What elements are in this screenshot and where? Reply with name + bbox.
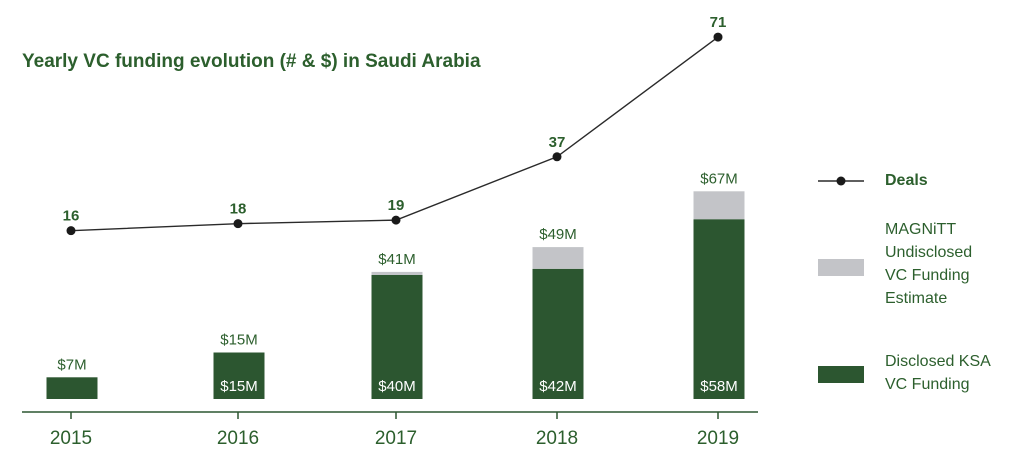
deals-point xyxy=(552,152,562,162)
bar-inner-label: $42M xyxy=(539,378,577,395)
legend-disclosed-label: Disclosed KSA VC Funding xyxy=(885,353,990,393)
legend-deals-label: Deals xyxy=(885,172,928,189)
deals-label: 18 xyxy=(230,201,247,218)
bar-disclosed xyxy=(46,377,98,399)
bar-inner-label: $15M xyxy=(220,378,258,395)
legend-disclosed: Disclosed KSA VC Funding xyxy=(818,348,1018,398)
legend-undisclosed-label: MAGNiTT Undisclosed VC Funding Estimate xyxy=(885,221,973,307)
deals-label: 37 xyxy=(549,134,566,151)
bar-disclosed xyxy=(213,352,265,399)
bar-inner-label: $58M xyxy=(700,378,738,395)
bar-total-label: $41M xyxy=(378,251,416,268)
x-tick-label: 2018 xyxy=(536,428,578,449)
bar-total-label: $67M xyxy=(700,170,738,187)
bar-total-label: $49M xyxy=(539,226,577,243)
x-tick-label: 2019 xyxy=(697,428,739,449)
x-tick-label: 2017 xyxy=(375,428,417,449)
deals-point xyxy=(233,219,243,229)
deals-point xyxy=(66,226,76,236)
legend-disclosed-swatch xyxy=(818,366,864,383)
deals-point xyxy=(713,32,723,42)
legend-undisclosed-swatch xyxy=(818,259,864,276)
x-tick-label: 2016 xyxy=(217,428,259,449)
bar-undisclosed xyxy=(532,247,584,269)
bar-total-label: $15M xyxy=(220,332,258,349)
bar-disclosed xyxy=(371,275,423,399)
bar-disclosed xyxy=(693,219,745,399)
x-tick-label: 2015 xyxy=(50,428,92,449)
legend-deals: Deals xyxy=(818,168,1018,194)
plot-area: 2015 2016 2017 2018 2019 $7M $15M $15M $40M $41M $… xyxy=(22,14,758,449)
bar-total-label: $7M xyxy=(57,356,86,373)
bar-undisclosed xyxy=(693,191,745,220)
deals-point xyxy=(391,215,401,225)
legend-undisclosed: MAGNiTT Undisclosed VC Funding Estimate xyxy=(818,216,1018,316)
chart-title: Yearly VC funding evolution (# & $) in S… xyxy=(22,51,481,72)
deals-label: 19 xyxy=(388,197,405,214)
bar-inner-label: $40M xyxy=(378,378,416,395)
bar-undisclosed xyxy=(371,271,423,275)
bar-disclosed xyxy=(532,268,584,399)
legend-deals-marker xyxy=(818,176,864,186)
deals-label: 71 xyxy=(710,14,727,31)
deals-label: 16 xyxy=(63,208,80,225)
